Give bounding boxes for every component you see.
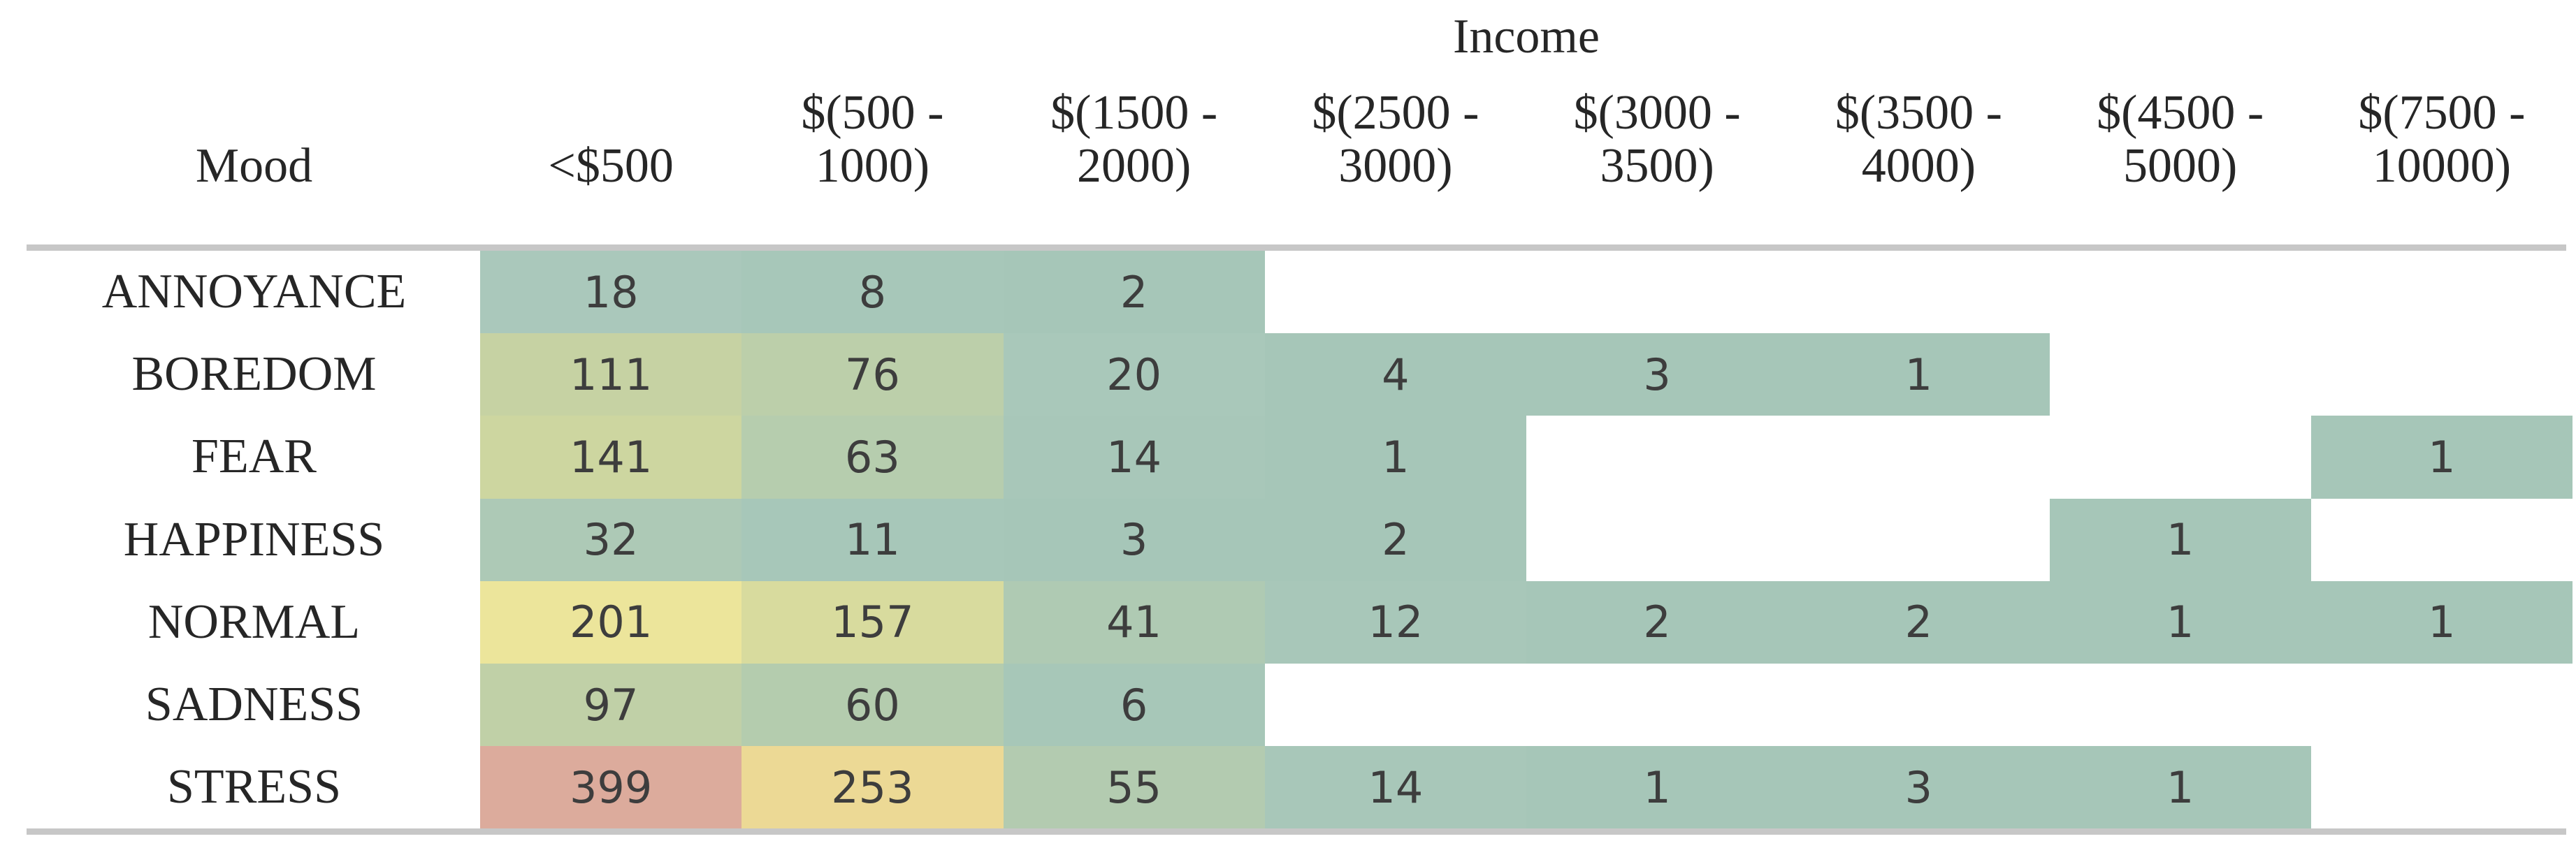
- table-body: ANNOYANCE 18 8 2 BOREDOM 111 76 20 4 3 1 FEAR 141 63 1…: [0, 251, 2573, 829]
- column-header-8: $(7500 - 10000): [2358, 86, 2526, 193]
- row-label: HAPPINESS: [123, 512, 385, 566]
- empty-cell: [1788, 251, 2050, 334]
- row-label: BOREDOM: [131, 347, 377, 402]
- column-header-1: <$500: [548, 139, 674, 193]
- empty-cell: [2310, 663, 2573, 747]
- heatmap-cell: 4: [1264, 333, 1526, 416]
- table-row: FEAR 141 63 14 1 1: [0, 416, 2573, 499]
- heatmap-cell: 399: [480, 746, 742, 829]
- heatmap-cell: 1: [1264, 416, 1526, 499]
- heatmap-cell: 3: [1788, 746, 2050, 829]
- empty-cell: [2310, 498, 2573, 581]
- heatmap-cell: 63: [741, 416, 1004, 499]
- heatmap-cell: 157: [741, 580, 1004, 664]
- heatmap-cell: 201: [480, 580, 742, 664]
- heatmap-cell: 1: [2310, 416, 2573, 499]
- column-header-4: $(2500 - 3000): [1312, 86, 1479, 193]
- table-row: ANNOYANCE 18 8 2: [0, 251, 2573, 334]
- row-label: ANNOYANCE: [101, 265, 407, 319]
- heatmap-cell: 3: [1526, 333, 1788, 416]
- heatmap-cell: 1: [1526, 746, 1788, 829]
- row-label: NORMAL: [147, 594, 361, 649]
- empty-cell: [2310, 746, 2573, 829]
- heatmap-cell: 1: [2049, 580, 2311, 664]
- empty-cell: [2049, 333, 2311, 416]
- heatmap-cell: 8: [741, 251, 1004, 334]
- column-header-2: $(500 - 1000): [801, 86, 944, 193]
- empty-cell: [1526, 416, 1788, 499]
- table-row: HAPPINESS 32 11 3 2 1: [0, 498, 2573, 581]
- empty-cell: [2049, 663, 2311, 747]
- column-header-5: $(3000 - 3500): [1573, 86, 1741, 193]
- heatmap-cell: 18: [480, 251, 742, 334]
- mood-column-header: Mood: [195, 139, 313, 193]
- empty-cell: [2049, 251, 2311, 334]
- table-row: STRESS 399 253 55 14 1 3 1: [0, 746, 2573, 829]
- heatmap-cell: 2: [1264, 498, 1526, 581]
- table-row: SADNESS 97 60 6: [0, 663, 2573, 747]
- heatmap-cell: 76: [741, 333, 1004, 416]
- empty-cell: [2310, 251, 2573, 334]
- row-label: FEAR: [191, 430, 317, 484]
- empty-cell: [1526, 251, 1788, 334]
- heatmap-cell: 1: [1788, 333, 2050, 416]
- heatmap-cell: 111: [480, 333, 742, 416]
- column-header-row: Mood <$500 $(500 - 1000) $(1500 - 2000) $(2…: [0, 0, 2573, 193]
- heatmap-cell: 20: [1003, 333, 1265, 416]
- income-axis-title: Income: [1453, 10, 1600, 64]
- heatmap-cell: 14: [1003, 416, 1265, 499]
- heatmap-cell: 2: [1788, 580, 2050, 664]
- heatmap-cell: 41: [1003, 580, 1265, 664]
- table-row: BOREDOM 111 76 20 4 3 1: [0, 333, 2573, 416]
- row-label: SADNESS: [145, 678, 363, 732]
- heatmap-cell: 2: [1003, 251, 1265, 334]
- heatmap-cell: 1: [2049, 746, 2311, 829]
- empty-cell: [1788, 416, 2050, 499]
- column-header-7: $(4500 - 5000): [2097, 86, 2264, 193]
- heatmap-cell: 32: [480, 498, 742, 581]
- empty-cell: [1264, 251, 1526, 334]
- empty-cell: [1788, 498, 2050, 581]
- heatmap-cell: 55: [1003, 746, 1265, 829]
- heatmap-cell: 14: [1264, 746, 1526, 829]
- heatmap-cell: 12: [1264, 580, 1526, 664]
- heatmap-cell: 97: [480, 663, 742, 747]
- heatmap-cell: 6: [1003, 663, 1265, 747]
- row-label: STRESS: [167, 760, 341, 814]
- heatmap-cell: 141: [480, 416, 742, 499]
- column-header-3: $(1500 - 2000): [1050, 86, 1218, 193]
- empty-cell: [1526, 498, 1788, 581]
- bottom-border-line: [27, 828, 2566, 835]
- empty-cell: [2310, 333, 2573, 416]
- heatmap-cell: 11: [741, 498, 1004, 581]
- heatmap-cell: 3: [1003, 498, 1265, 581]
- table-row: NORMAL 201 157 41 12 2 2 1 1: [0, 580, 2573, 664]
- heatmap-cell: 1: [2049, 498, 2311, 581]
- empty-cell: [1788, 663, 2050, 747]
- column-header-6: $(3500 - 4000): [1835, 86, 2002, 193]
- heatmap-cell: 60: [741, 663, 1004, 747]
- heatmap-cell: 253: [741, 746, 1004, 829]
- empty-cell: [2049, 416, 2311, 499]
- heatmap-cell: 1: [2310, 580, 2573, 664]
- empty-cell: [1264, 663, 1526, 747]
- heatmap-cell: 2: [1526, 580, 1788, 664]
- header-separator-line: [27, 244, 2566, 251]
- empty-cell: [1526, 663, 1788, 747]
